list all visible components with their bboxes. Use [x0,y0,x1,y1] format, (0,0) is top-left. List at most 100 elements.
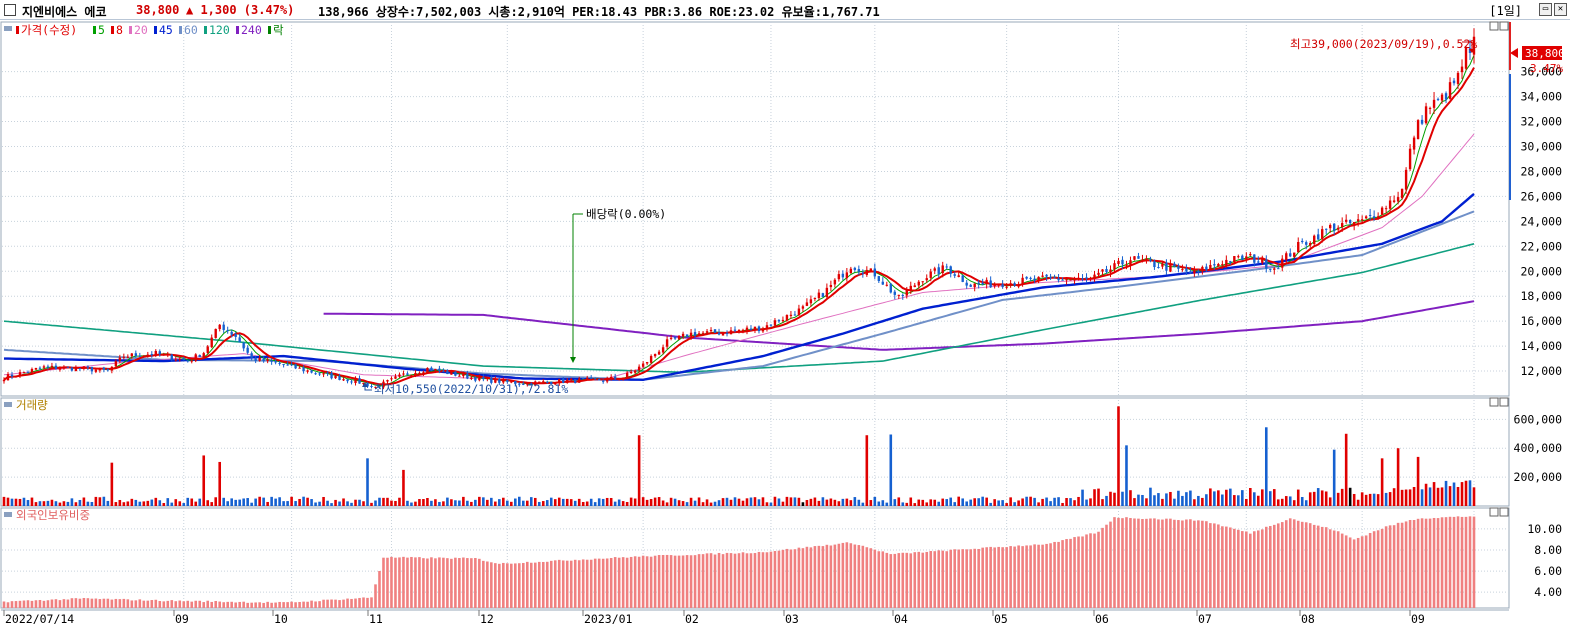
volume-bar [462,496,465,506]
foreign-bar [1396,522,1400,608]
candle [1257,261,1260,263]
period-selector[interactable]: [1일] [1489,4,1522,18]
volume-bar [645,499,649,506]
candle [1301,240,1304,243]
volume-bar [410,502,413,506]
volume-bar [1045,497,1048,506]
x-tick-label: 09 [175,612,189,626]
candle [170,354,173,360]
foreign-bar [1009,546,1012,608]
foreign-bar [1233,528,1236,608]
candle [1205,266,1208,271]
volume-bar [466,500,469,506]
candle [230,331,233,335]
candle [2,379,6,382]
volume-bar [925,502,929,506]
volume-bar [1233,495,1236,506]
volume-bar [326,500,329,506]
foreign-bar [114,598,118,608]
foreign-bar [430,557,433,608]
candle [106,369,110,371]
volume-bar [122,502,126,506]
volume-bar [1129,490,1132,506]
select-checkbox[interactable] [4,4,16,16]
candle [737,329,741,332]
volume-bar [1272,489,1276,506]
foreign-bar [1205,521,1208,608]
candle [1101,269,1104,272]
candle [466,373,469,379]
candle [941,265,944,274]
close-icon[interactable]: ✕ [1554,3,1567,16]
foreign-bar [1444,517,1448,608]
volume-bar [745,498,749,506]
foreign-bar [681,555,685,608]
candle [338,376,341,381]
foreign-bar [322,599,325,608]
volume-bar [250,502,253,506]
candle [394,376,397,379]
volume-bar [777,498,781,506]
candle [813,297,817,300]
restore-icon[interactable]: ▭ [1539,3,1552,16]
foreign-bar [510,563,513,608]
volume-bar [1145,498,1148,506]
candle [1053,277,1056,279]
foreign-bar [821,546,825,608]
volume-bar [1348,487,1352,506]
candle [885,284,888,286]
foreign-bar [725,552,729,608]
foreign-bar [478,558,481,608]
candle [921,281,924,283]
foreign-bar [925,551,929,608]
foreign-bar [833,544,837,608]
volume-bar [1157,493,1160,506]
volume-panel-max-icon[interactable] [1499,397,1509,407]
candle [661,347,665,353]
volume-bar [474,499,477,506]
foreign-bar [206,600,210,608]
volume-bar [1001,500,1004,506]
candle [1093,274,1096,279]
candle [1352,221,1356,225]
volume-bar [510,501,513,506]
candle [869,268,873,271]
foreign-bar [106,598,110,608]
volume-bar [1256,495,1260,506]
foreign-panel-max-icon[interactable] [1499,507,1509,517]
foreign-bar [585,559,589,608]
volume-bar [238,499,241,506]
price-panel-min-icon[interactable] [1489,21,1499,31]
volume-panel-min-icon[interactable] [1489,397,1499,407]
candle [693,332,697,336]
stock-header-bar: 지엔비에스 에코 38,800 ▲ 1,300 (3.47%) 138,966 … [0,0,1570,20]
candle [653,354,657,357]
ma20-line [3,133,1475,381]
candle [1233,256,1236,263]
volume-bar [106,500,110,506]
volume-bar [1268,491,1272,506]
foreign-bar [354,598,357,608]
foreign-bar [1105,524,1108,608]
volume-bar [1264,427,1268,506]
volume-bar [338,501,341,506]
candle [773,320,777,326]
price-tick-label: 16,000 [1520,314,1562,328]
volume-bar [390,500,393,506]
volume-bar [482,497,485,506]
volume-bar [1213,491,1216,506]
legend-swatch [154,26,157,34]
foreign-bar [162,601,166,608]
foreign-bar [382,557,385,608]
volume-bar [581,502,585,506]
volume-bar [494,501,497,506]
candle [729,330,733,335]
price-panel-max-icon[interactable] [1499,21,1509,31]
foreign-bar [170,600,174,608]
volume-bar [1201,497,1204,506]
candle [1321,229,1324,240]
foreign-bar [1332,530,1336,608]
foreign-panel-min-icon[interactable] [1489,507,1499,517]
candle [1197,271,1200,273]
foreign-bar [1121,518,1124,608]
